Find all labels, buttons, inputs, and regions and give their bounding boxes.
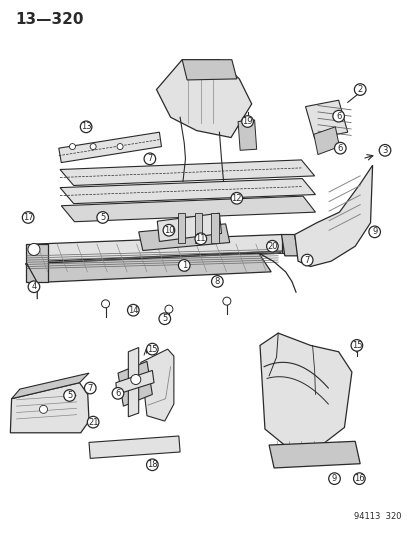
Circle shape xyxy=(368,226,380,238)
Polygon shape xyxy=(26,244,47,282)
Text: 20: 20 xyxy=(266,242,277,251)
Polygon shape xyxy=(12,373,89,399)
Circle shape xyxy=(222,297,230,305)
Circle shape xyxy=(22,212,34,223)
Polygon shape xyxy=(116,370,154,394)
Polygon shape xyxy=(294,165,372,266)
Text: 12: 12 xyxy=(231,194,242,203)
Polygon shape xyxy=(118,361,152,406)
Polygon shape xyxy=(59,132,161,163)
Text: 15: 15 xyxy=(147,345,157,353)
Text: 9: 9 xyxy=(371,228,376,236)
Circle shape xyxy=(241,116,253,127)
Circle shape xyxy=(144,153,155,165)
Circle shape xyxy=(117,143,123,150)
Circle shape xyxy=(131,375,140,384)
Circle shape xyxy=(378,144,390,156)
Text: 3: 3 xyxy=(382,146,387,155)
Circle shape xyxy=(211,276,223,287)
Text: 14: 14 xyxy=(128,306,138,314)
Circle shape xyxy=(28,281,40,293)
Polygon shape xyxy=(178,213,185,243)
Polygon shape xyxy=(26,253,281,264)
Circle shape xyxy=(301,254,312,266)
Text: 13: 13 xyxy=(81,123,91,131)
Polygon shape xyxy=(313,127,339,155)
Circle shape xyxy=(39,405,47,414)
Text: 19: 19 xyxy=(242,117,252,126)
Polygon shape xyxy=(211,213,218,243)
Text: 16: 16 xyxy=(353,474,364,483)
Text: 7: 7 xyxy=(304,256,309,264)
Polygon shape xyxy=(10,383,89,433)
Circle shape xyxy=(28,244,40,255)
Text: 7: 7 xyxy=(147,155,152,163)
Circle shape xyxy=(350,340,362,351)
Polygon shape xyxy=(194,213,202,243)
Text: 6: 6 xyxy=(115,389,120,398)
Circle shape xyxy=(80,121,92,133)
Text: 7: 7 xyxy=(88,384,93,392)
Polygon shape xyxy=(34,235,294,261)
Text: 21: 21 xyxy=(88,418,98,426)
Text: 5: 5 xyxy=(100,213,105,222)
Polygon shape xyxy=(268,441,359,468)
Circle shape xyxy=(164,305,173,313)
Polygon shape xyxy=(140,349,173,421)
Text: 1: 1 xyxy=(181,261,186,270)
Circle shape xyxy=(195,233,206,245)
Text: 17: 17 xyxy=(23,213,33,222)
Polygon shape xyxy=(128,348,138,417)
Polygon shape xyxy=(156,60,251,138)
Polygon shape xyxy=(281,235,294,253)
Polygon shape xyxy=(26,253,271,282)
Circle shape xyxy=(112,387,123,399)
Circle shape xyxy=(354,84,365,95)
Circle shape xyxy=(90,143,96,150)
Text: 8: 8 xyxy=(214,277,219,286)
Circle shape xyxy=(64,390,75,401)
Polygon shape xyxy=(237,120,256,150)
Circle shape xyxy=(178,260,190,271)
Text: 15: 15 xyxy=(351,341,361,350)
Text: 5: 5 xyxy=(67,391,72,400)
Circle shape xyxy=(353,473,364,484)
Text: 13—320: 13—320 xyxy=(16,12,84,27)
Text: 9: 9 xyxy=(331,474,336,483)
Circle shape xyxy=(146,459,158,471)
Circle shape xyxy=(84,382,96,394)
Text: 18: 18 xyxy=(147,461,157,469)
Polygon shape xyxy=(60,179,315,204)
Circle shape xyxy=(97,212,108,223)
Polygon shape xyxy=(305,100,347,139)
Circle shape xyxy=(127,304,139,316)
Polygon shape xyxy=(182,60,236,80)
Polygon shape xyxy=(89,436,180,458)
Text: 11: 11 xyxy=(195,235,206,243)
Circle shape xyxy=(163,224,174,236)
Polygon shape xyxy=(259,333,351,450)
Circle shape xyxy=(332,110,344,122)
Text: 5: 5 xyxy=(162,314,167,323)
Circle shape xyxy=(334,142,345,154)
Text: 2: 2 xyxy=(357,85,362,94)
Text: 6: 6 xyxy=(335,112,340,120)
Circle shape xyxy=(146,343,158,355)
Polygon shape xyxy=(281,235,297,256)
Polygon shape xyxy=(157,213,221,241)
Circle shape xyxy=(101,300,109,308)
Polygon shape xyxy=(60,160,314,185)
Circle shape xyxy=(230,192,242,204)
Circle shape xyxy=(69,143,75,150)
Circle shape xyxy=(87,416,99,428)
Text: 10: 10 xyxy=(163,226,174,235)
Circle shape xyxy=(328,473,339,484)
Circle shape xyxy=(266,240,278,252)
Text: 6: 6 xyxy=(337,144,342,152)
Text: 4: 4 xyxy=(31,282,36,291)
Circle shape xyxy=(159,313,170,325)
Polygon shape xyxy=(61,196,315,222)
Polygon shape xyxy=(138,224,229,251)
Text: 94113  320: 94113 320 xyxy=(353,512,401,521)
